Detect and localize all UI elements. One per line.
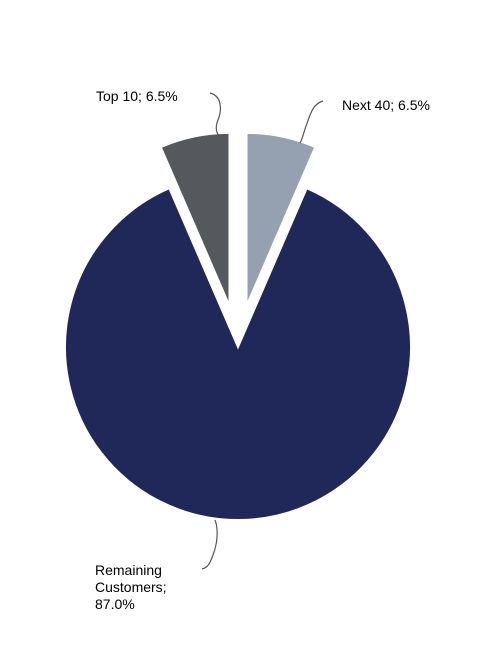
slice-label: Top 10; 6.5% (96, 88, 178, 104)
leader-line (209, 92, 221, 138)
slices (64, 131, 412, 521)
pie-slice (64, 186, 412, 521)
pie-slice (245, 131, 317, 307)
slice-label: Remaining Customers; 87.0% (95, 562, 167, 612)
slice-label: Next 40; 6.5% (342, 97, 430, 113)
pie-slice (159, 131, 231, 307)
leader-line (299, 100, 324, 144)
leader-line (201, 519, 218, 570)
